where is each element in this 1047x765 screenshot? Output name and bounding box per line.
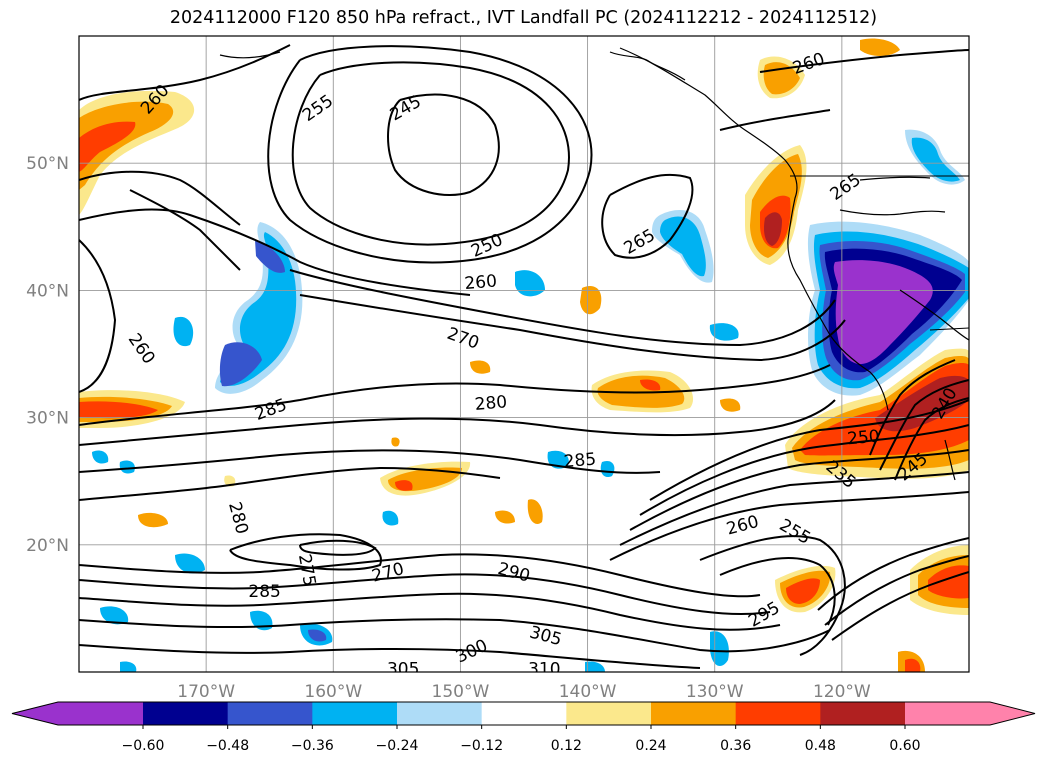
colorbar-cell <box>481 702 567 725</box>
longitude-label: 150°W <box>432 682 490 702</box>
latitude-label: 50°N <box>26 154 69 174</box>
colorbar-cell <box>143 702 229 725</box>
map-title: 2024112000 F120 850 hPa refract., IVT La… <box>169 8 878 28</box>
colorbar-cell <box>735 702 821 725</box>
colorbar-extend-low <box>12 702 143 725</box>
contour-label: 280 <box>474 392 508 415</box>
colorbar-cell <box>397 702 483 725</box>
contour-label: 285 <box>563 449 597 472</box>
colorbar-tick-label: 0.24 <box>635 738 666 754</box>
longitude-label: 140°W <box>559 682 617 702</box>
colorbar-tick-label: −0.12 <box>460 738 503 754</box>
longitude-labels: 170°W 160°W 150°W 140°W 130°W 120°W <box>177 682 871 702</box>
latitude-label: 20°N <box>26 536 69 556</box>
colorbar-tick-label: −0.36 <box>291 738 334 754</box>
colorbar-cell <box>820 702 906 725</box>
colorbar-tick-label: −0.60 <box>122 738 165 754</box>
contour-label: 310 <box>528 659 560 679</box>
colorbar: −0.60 −0.48 −0.36 −0.24 −0.12 0.12 0.24 0.36 0.4… <box>11 701 1036 754</box>
colorbar-tick-label: 0.12 <box>551 738 582 754</box>
colorbar-cell <box>651 702 737 725</box>
colorbar-tick-label: 0.60 <box>889 738 920 754</box>
colorbar-cell <box>566 702 652 725</box>
border-us-mexico <box>929 327 969 331</box>
colorbar-outline <box>11 701 1036 726</box>
longitude-label: 120°W <box>813 682 871 702</box>
colorbar-tick-label: 0.36 <box>720 738 751 754</box>
coastline <box>219 47 969 481</box>
shading-layer <box>79 38 969 672</box>
contour-label: 285 <box>248 582 280 602</box>
contour-lines <box>79 44 969 669</box>
contour-label: 250 <box>846 427 880 450</box>
longitude-label: 170°W <box>177 682 235 702</box>
colorbar-tick-label: −0.48 <box>206 738 249 754</box>
colorbar-extend-high <box>905 702 1035 725</box>
colorbar-cell <box>227 702 313 725</box>
longitude-label: 160°W <box>304 682 362 702</box>
contour-label: 260 <box>464 271 498 294</box>
latitude-label: 30°N <box>26 409 69 429</box>
colorbar-tick-label: −0.24 <box>376 738 419 754</box>
map-frame <box>78 35 970 673</box>
latitude-labels: 50°N 40°N 30°N 20°N <box>26 154 69 556</box>
longitude-label: 130°W <box>686 682 744 702</box>
colorbar-tick-label: 0.48 <box>805 738 836 754</box>
latitude-label: 40°N <box>26 281 69 301</box>
colorbar-cell <box>312 702 398 725</box>
contour-label: 305 <box>387 659 419 679</box>
